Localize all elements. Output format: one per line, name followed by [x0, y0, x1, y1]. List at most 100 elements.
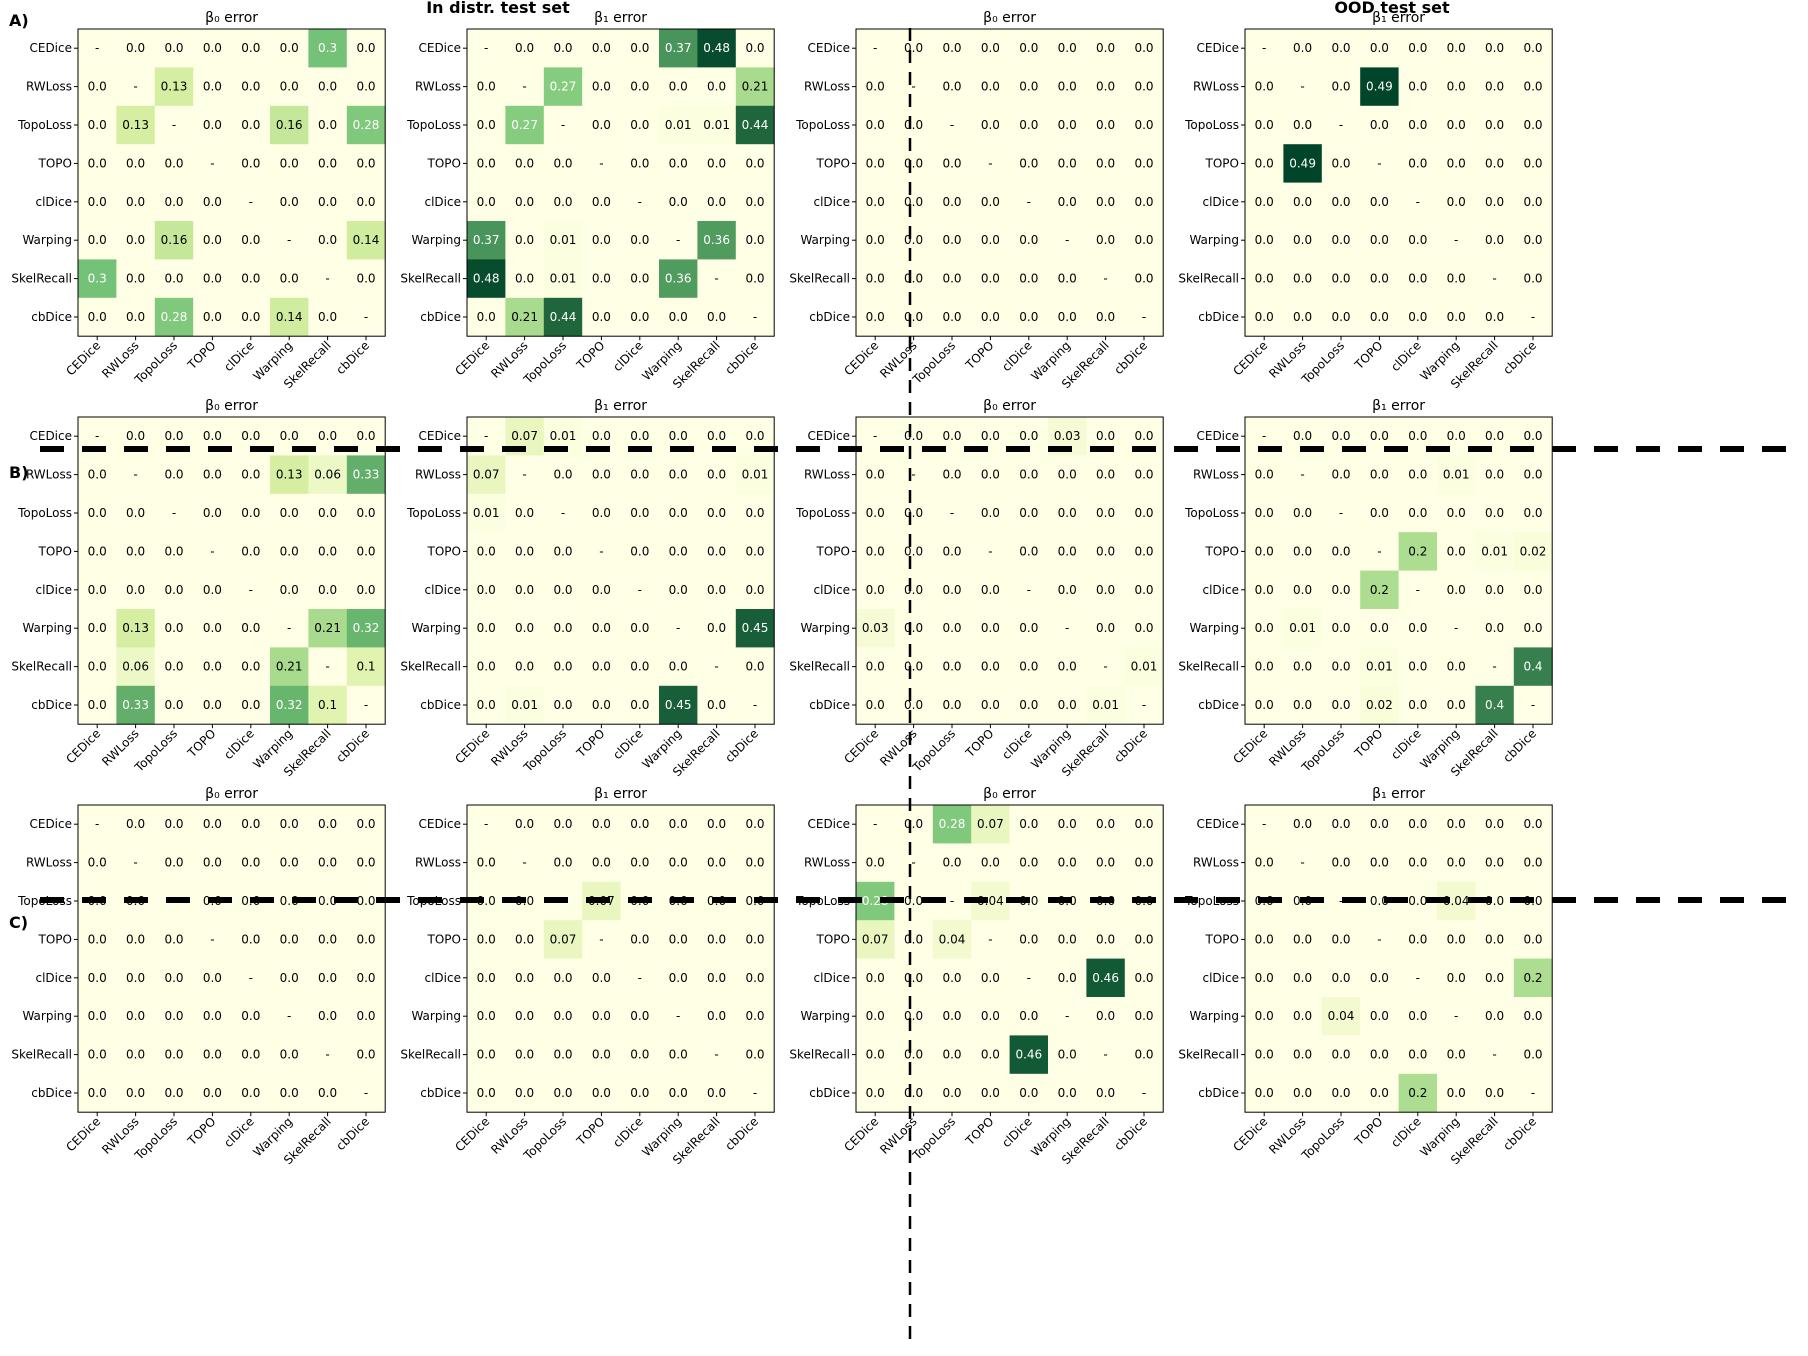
x-tick-label: CEDice [63, 726, 103, 766]
cell-value-label: 0.0 [241, 156, 260, 170]
cell-value-label: 0.0 [1485, 1009, 1504, 1023]
heatmap-cell [116, 1035, 156, 1075]
heatmap-cell [231, 532, 271, 571]
cell-value-label: 0.0 [1447, 506, 1466, 520]
y-tick-label: TopoLoss [795, 118, 850, 132]
cell-value-label: 0.37 [473, 233, 500, 247]
cell-value-label: 0.0 [553, 156, 572, 170]
heatmap-cell [154, 920, 194, 959]
heatmap-cell [1048, 843, 1087, 883]
cell-value-label: 0.0 [1523, 41, 1542, 55]
cell-value-label: 0.44 [742, 118, 769, 132]
heatmap-cell [1245, 144, 1284, 183]
heatmap-cell [346, 297, 386, 337]
cell-value-label: 0.0 [203, 506, 222, 520]
heatmap-cell [154, 297, 194, 337]
heatmap-cell [659, 182, 698, 222]
y-tick-label: TOPO [816, 156, 850, 170]
y-tick-label: TOPO [427, 932, 461, 946]
heatmap-cell [1283, 297, 1323, 337]
cell-value-label: 0.0 [1370, 1009, 1389, 1023]
cell-value-label: 0.0 [553, 1086, 572, 1100]
heatmap-cell [1437, 221, 1476, 260]
heatmap-cell [1321, 958, 1361, 998]
cell-value-label: 0.0 [515, 1086, 534, 1100]
y-tick-label: CEDice [29, 817, 72, 831]
heatmap-cell [1009, 259, 1049, 299]
cell-value-label: 0.28 [161, 310, 188, 324]
heatmap-cell [1283, 920, 1323, 959]
heatmap-cell [1283, 685, 1323, 725]
heatmap-cell [856, 609, 895, 648]
heatmap-cell [1398, 685, 1438, 725]
cell-value-label: 0.0 [164, 1048, 183, 1062]
heatmap-cell [735, 67, 775, 107]
cell-value-label: 0.0 [1019, 621, 1038, 635]
cell-value-label: 0.0 [1447, 698, 1466, 712]
cell-value-label: 0.0 [241, 698, 260, 712]
cell-value-label: - [364, 1086, 368, 1100]
cell-value-label: 0.0 [1255, 310, 1274, 324]
heatmap-cell [582, 570, 621, 610]
heatmap-cell [505, 297, 545, 337]
cell-value-label: 0.0 [1485, 971, 1504, 985]
heatmap-cell [467, 182, 506, 222]
cell-value-label: 0.4 [1523, 660, 1542, 674]
cell-value-label: 0.0 [1134, 272, 1153, 286]
cell-value-label: 0.0 [630, 272, 649, 286]
cell-value-label: 0.02 [1520, 544, 1547, 558]
cell-value-label: 0.0 [745, 583, 764, 597]
heatmap-cell [346, 105, 386, 145]
heatmap-cell [620, 609, 660, 648]
cell-value-label: 0.01 [550, 233, 577, 247]
heatmap-cell [1283, 259, 1323, 299]
cell-value-label: - [1027, 583, 1031, 597]
cell-value-label: 0.0 [669, 817, 688, 831]
heatmap-cell [1513, 1073, 1553, 1113]
cell-value-label: 0.0 [942, 971, 961, 985]
cell-value-label: 0.0 [477, 544, 496, 558]
heatmap-cell [1475, 493, 1515, 533]
cell-value-label: 0.0 [1134, 233, 1153, 247]
cell-value-label: 0.0 [1370, 310, 1389, 324]
heatmap-cell [1048, 609, 1087, 648]
cell-value-label: 0.0 [515, 660, 534, 674]
cell-value-label: 0.0 [1447, 1086, 1466, 1100]
y-tick-label: TOPO [38, 932, 72, 946]
cell-value-label: 0.0 [1096, 41, 1115, 55]
cell-value-label: 0.0 [1096, 583, 1115, 597]
heatmap-cell [932, 570, 972, 610]
cell-value-label: - [1142, 310, 1146, 324]
cell-value-label: - [95, 41, 99, 55]
cell-value-label: 0.0 [1331, 856, 1350, 870]
cell-value-label: 0.0 [1058, 544, 1077, 558]
cell-value-label: 0.0 [904, 544, 923, 558]
heatmap-cell [582, 1073, 621, 1113]
heatmap-cell [971, 297, 1010, 337]
heatmap-cell [467, 67, 506, 107]
heatmap-cell [697, 144, 737, 183]
heatmap-cell [116, 144, 156, 183]
heatmap-panel: β₁ error- 0.0 0.0 0.0 0.0 0.0 0.0 0.00.0-0.0 0.4… [1178, 10, 1553, 391]
y-tick-label: SkelRecall [400, 660, 461, 674]
cell-value-label: 0.0 [1447, 80, 1466, 94]
cell-value-label: 0.0 [203, 1048, 222, 1062]
cell-value-label: 0.0 [942, 1009, 961, 1023]
cell-value-label: 0.0 [1058, 817, 1077, 831]
heatmap-cell [1475, 1035, 1515, 1075]
cell-value-label: 0.0 [1370, 118, 1389, 132]
heatmap-cell [1475, 105, 1515, 145]
cell-value-label: 0.0 [515, 817, 534, 831]
cell-value-label: 0.0 [1447, 971, 1466, 985]
heatmap-cell [308, 144, 348, 183]
heatmap-cell [116, 997, 156, 1036]
x-tick-label: cbDice [333, 1114, 372, 1153]
heatmap-cell [1360, 570, 1399, 610]
heatmap-cell [735, 1035, 775, 1075]
heatmap-cell [154, 455, 194, 495]
cell-value-label: 0.3 [88, 272, 107, 286]
heatmap-cell [856, 570, 895, 610]
heatmap-cell [1321, 1035, 1361, 1075]
heatmap-cell [231, 297, 271, 337]
panel-title: β₀ error [205, 10, 258, 26]
